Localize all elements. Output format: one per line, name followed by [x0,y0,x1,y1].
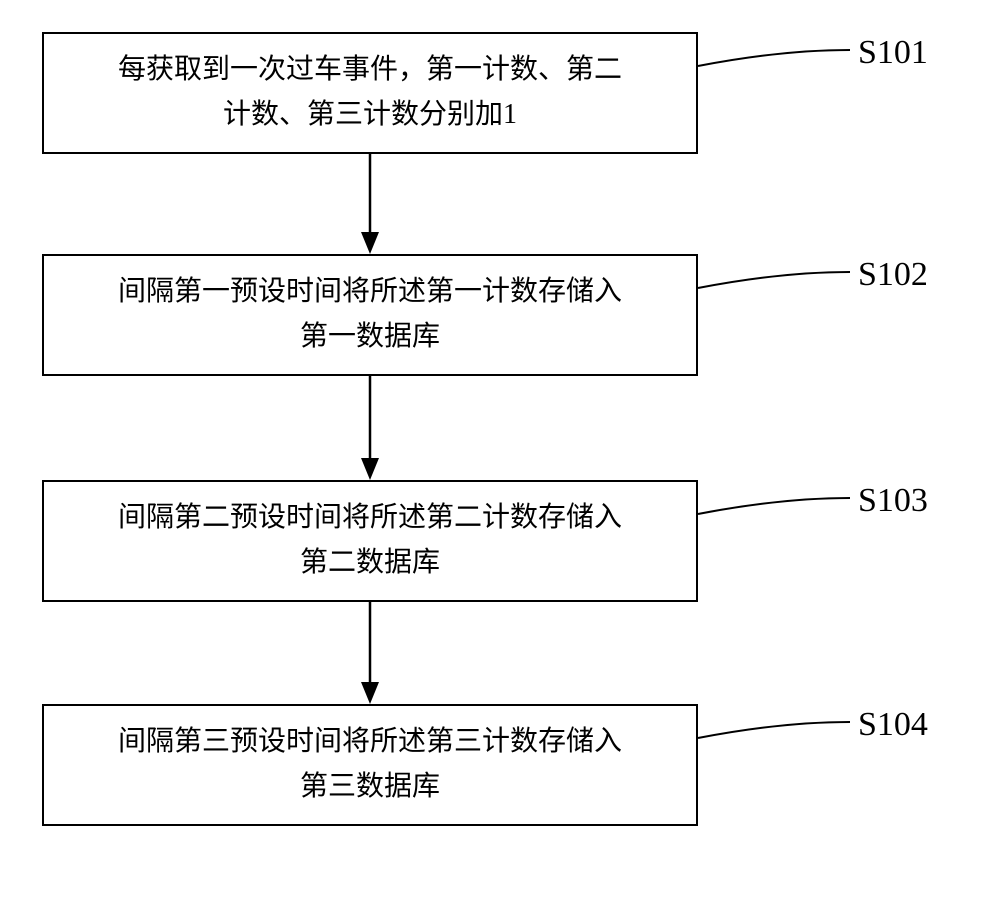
leader-line [694,46,854,70]
flow-node-text: 间隔第二预设时间将所述第二计数存储入 第二数据库 [118,496,622,586]
flow-arrow [352,376,388,480]
step-label-n2: S102 [858,256,928,294]
flow-arrow [352,602,388,704]
step-label-n1: S101 [858,34,928,72]
flow-node-n4: 间隔第三预设时间将所述第三计数存储入 第三数据库 [42,704,698,826]
flow-node-text: 间隔第三预设时间将所述第三计数存储入 第三数据库 [118,720,622,810]
step-label-n4: S104 [858,706,928,744]
leader-line [694,494,854,518]
flow-node-n2: 间隔第一预设时间将所述第一计数存储入 第一数据库 [42,254,698,376]
flow-node-n1: 每获取到一次过车事件，第一计数、第二 计数、第三计数分别加1 [42,32,698,154]
flow-node-text: 间隔第一预设时间将所述第一计数存储入 第一数据库 [118,270,622,360]
flow-arrow [352,154,388,254]
leader-line [694,718,854,742]
step-label-n3: S103 [858,482,928,520]
flow-node-text: 每获取到一次过车事件，第一计数、第二 计数、第三计数分别加1 [118,48,622,138]
flow-node-n3: 间隔第二预设时间将所述第二计数存储入 第二数据库 [42,480,698,602]
flowchart-canvas: 每获取到一次过车事件，第一计数、第二 计数、第三计数分别加1 S101 间隔第一预… [0,0,1000,901]
leader-line [694,268,854,292]
